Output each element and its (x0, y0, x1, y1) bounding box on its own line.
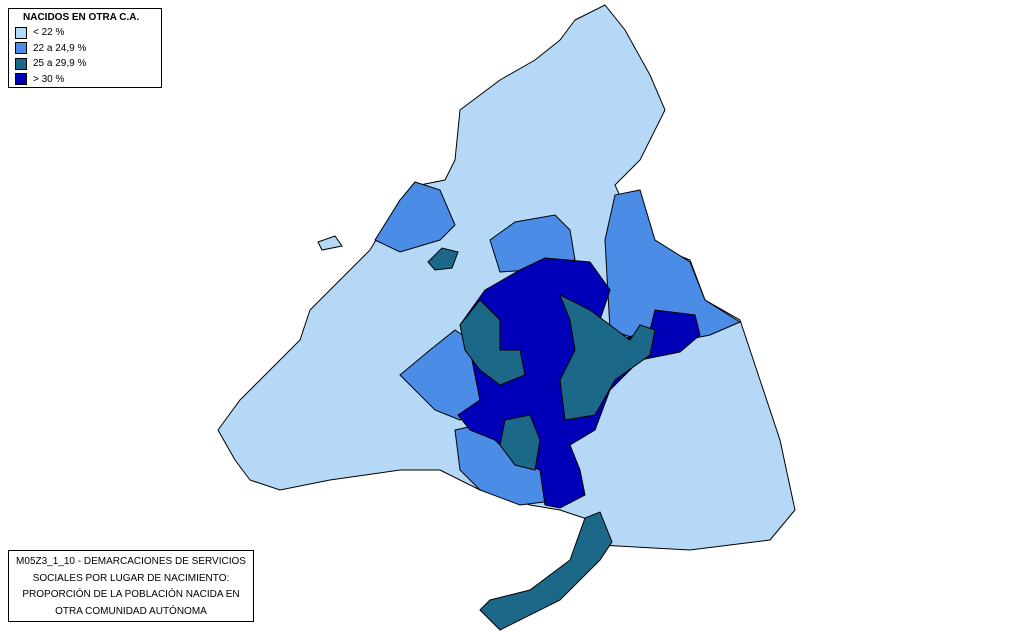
legend-items: < 22 % 22 a 24,9 % 25 a 29,9 % > 30 % (9, 25, 161, 87)
legend-swatch (15, 42, 27, 55)
legend-swatch (15, 57, 27, 70)
legend-item: < 22 % (9, 25, 161, 41)
region-teal (499, 414, 541, 471)
legend-swatch (15, 73, 27, 86)
caption: M05Z3_1_10 - DEMARCACIONES DE SERVICIOS S… (8, 550, 254, 622)
caption-line: OTRA COMUNIDAD AUTÓNOMA (55, 605, 207, 617)
region-mid (374, 181, 456, 253)
legend-item: 25 a 29,9 % (9, 56, 161, 72)
legend-label: < 22 % (33, 27, 65, 39)
caption-line: PROPORCIÓN DE LA POBLACIÓN NACIDA EN (22, 589, 240, 600)
legend-label: > 30 % (33, 73, 65, 85)
region-teal (479, 511, 613, 631)
caption-line: SOCIALES POR LUGAR DE NACIMIENTO: (32, 572, 230, 584)
region-light (317, 235, 343, 251)
caption-line: M05Z3_1_10 - DEMARCACIONES DE SERVICIOS (16, 556, 246, 567)
legend-item: > 30 % (9, 72, 161, 88)
legend-label: 25 a 29,9 % (33, 58, 87, 70)
region-teal (427, 247, 459, 271)
region-teal (459, 299, 526, 386)
region-mid (489, 214, 576, 273)
legend-swatch (15, 26, 27, 39)
legend-label: 22 a 24,9 % (33, 42, 87, 54)
legend: NACIDOS EN OTRA C.A. < 22 % 22 a 24,9 % 25… (8, 8, 162, 88)
legend-title: NACIDOS EN OTRA C.A. (23, 12, 140, 23)
region-teal (559, 293, 656, 421)
legend-item: 22 a 24,9 % (9, 41, 161, 57)
